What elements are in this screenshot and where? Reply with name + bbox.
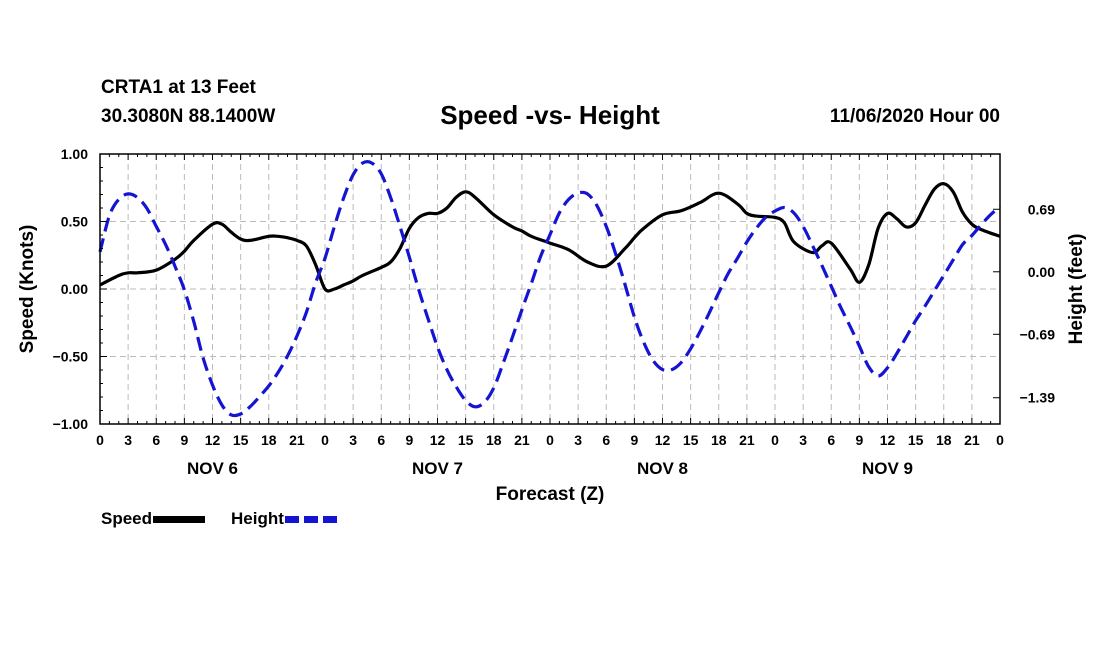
x-tick-label: 15 xyxy=(233,432,249,448)
x-tick-label: 9 xyxy=(180,432,188,448)
axes: 0 3 6 9 12 15 18 21 0 3 6 9 12 15 18 21 0 3 6 9 12 15 18 21 0 3 6 9… xyxy=(53,146,1056,478)
x-tick-label: 9 xyxy=(630,432,638,448)
x-tick-label: 21 xyxy=(514,432,530,448)
y-tick-label-left: −1.00 xyxy=(53,416,89,432)
x-tick-label: 6 xyxy=(152,432,160,448)
x-tick-label: 18 xyxy=(711,432,727,448)
x-tick-label: 9 xyxy=(405,432,413,448)
station-coordinates: 30.3080N 88.1400W xyxy=(101,106,276,127)
x-tick-label: 0 xyxy=(96,432,104,448)
legend-height-label: Height xyxy=(231,509,284,528)
y-tick-label-left: 1.00 xyxy=(61,146,88,162)
day-label: NOV 9 xyxy=(862,459,913,478)
y-tick-label-left: 0.50 xyxy=(61,214,88,230)
forecast-timestamp: 11/06/2020 Hour 00 xyxy=(829,106,1000,127)
series-line-speed xyxy=(99,182,1001,293)
x-tick-label: 12 xyxy=(880,432,896,448)
x-tick-label: 12 xyxy=(430,432,446,448)
x-tick-label: 6 xyxy=(602,432,610,448)
x-tick-label: 21 xyxy=(739,432,755,448)
y-axis-label-right: Height (feet) xyxy=(1066,234,1087,345)
station-label: CRTA1 at 13 Feet xyxy=(101,77,256,98)
x-tick-label: 15 xyxy=(458,432,474,448)
x-tick-label: 3 xyxy=(124,432,132,448)
x-tick-label: 18 xyxy=(936,432,952,448)
x-tick-label: 6 xyxy=(827,432,835,448)
x-tick-label: 3 xyxy=(349,432,357,448)
x-tick-label: 18 xyxy=(261,432,277,448)
legend-speed: Speed xyxy=(101,509,206,529)
y-tick-label-left: −0.50 xyxy=(53,349,89,365)
x-tick-label: 12 xyxy=(655,432,671,448)
x-tick-label: 3 xyxy=(799,432,807,448)
series-line-height xyxy=(98,160,1002,418)
y-axis-label-left: Speed (Knots) xyxy=(17,225,38,354)
x-tick-label: 0 xyxy=(546,432,554,448)
x-tick-label: 0 xyxy=(771,432,779,448)
y-tick-label-left: 0.00 xyxy=(61,281,88,297)
series-layer xyxy=(98,160,1002,418)
day-label: NOV 7 xyxy=(412,459,463,478)
y-tick-label-right: −1.39 xyxy=(1020,390,1056,406)
x-tick-label: 3 xyxy=(574,432,582,448)
x-tick-label: 15 xyxy=(683,432,699,448)
legend-speed-label: Speed xyxy=(101,509,153,528)
x-tick-label: 0 xyxy=(996,432,1004,448)
grid xyxy=(100,154,1000,424)
day-label: NOV 8 xyxy=(637,459,688,478)
legend-height: Height xyxy=(231,509,337,529)
x-tick-label: 21 xyxy=(964,432,980,448)
x-tick-label: 6 xyxy=(377,432,385,448)
x-tick-label: 9 xyxy=(855,432,863,448)
legend-speed-swatch xyxy=(153,515,206,523)
legend-height-swatch xyxy=(284,515,337,523)
x-tick-label: 21 xyxy=(289,432,305,448)
x-tick-label: 0 xyxy=(321,432,329,448)
day-label: NOV 6 xyxy=(187,459,238,478)
y-tick-label-right: 0.69 xyxy=(1028,201,1055,217)
x-tick-label: 18 xyxy=(486,432,502,448)
y-tick-label-right: 0.00 xyxy=(1028,264,1055,280)
chart-title: Speed -vs- Height xyxy=(440,100,660,130)
y-tick-label-right: −0.69 xyxy=(1020,326,1056,342)
x-tick-label: 15 xyxy=(908,432,924,448)
x-axis-label: Forecast (Z) xyxy=(496,484,605,505)
x-tick-label: 12 xyxy=(205,432,221,448)
